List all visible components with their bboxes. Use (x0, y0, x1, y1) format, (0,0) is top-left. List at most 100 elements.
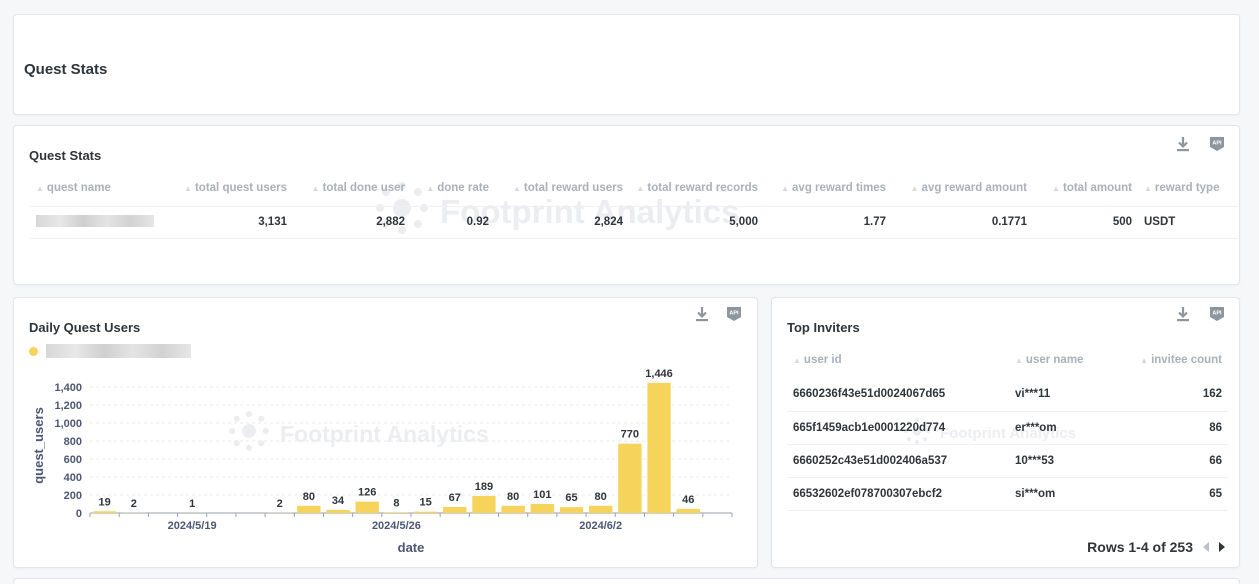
col-header[interactable]: ▲ avg reward amount (910, 181, 1027, 194)
table-cell: 2,882 (293, 205, 411, 239)
top-inviters-title: Top Inviters (787, 320, 860, 335)
y-tick-label: 1,200 (54, 400, 82, 412)
header-card: Quest Stats (13, 14, 1240, 115)
bar (92, 511, 117, 513)
table-cell: USDT (1138, 205, 1238, 239)
download-icon[interactable] (1174, 135, 1192, 153)
data-label: 8 (393, 497, 399, 509)
invitee-count-cell: 162 (1121, 378, 1228, 412)
table-cell: 5,000 (629, 205, 764, 239)
api-icon[interactable]: API (1208, 135, 1226, 153)
top-inviters-table: ▲ user id ▲ user name ▲ invitee count 66602… (787, 342, 1228, 511)
data-label: 15 (419, 497, 431, 509)
svg-text:API: API (1212, 141, 1222, 147)
svg-text:API: API (1212, 311, 1222, 317)
bar (413, 511, 438, 513)
invitee-count-cell: 66 (1121, 444, 1228, 478)
table-cell: 3,131 (175, 205, 293, 239)
bar (384, 512, 409, 513)
bar (326, 509, 350, 513)
bar (530, 503, 554, 513)
redacted-text (36, 214, 154, 227)
y-tick-label: 800 (64, 436, 82, 448)
user-id-cell: 66532602ef078700307ebcf2 (787, 477, 1009, 511)
next-card-edge (13, 578, 1240, 584)
download-icon[interactable] (693, 305, 711, 323)
data-label: 2 (131, 498, 137, 510)
chart-legend (29, 344, 191, 358)
bar (618, 443, 642, 513)
col-header[interactable]: ▲ done rate (426, 181, 489, 194)
y-axis-label: quest_users (31, 407, 46, 484)
table-cell: 2,824 (495, 205, 629, 239)
data-label: 67 (449, 492, 461, 504)
table-cell: 1.77 (764, 205, 892, 239)
data-label: 19 (98, 496, 110, 508)
redacted-text (46, 344, 191, 358)
user-name-cell: si***om (1009, 477, 1121, 511)
y-tick-label: 0 (76, 508, 82, 520)
table-row: 6660236f43e51d0024067d65 vi***11 162 (787, 378, 1228, 412)
y-tick-label: 600 (64, 454, 82, 466)
data-label: 126 (358, 487, 376, 499)
bar (647, 382, 671, 513)
col-header[interactable]: ▲ total quest users (184, 181, 287, 194)
pagination: Rows 1-4 of 253 (1087, 539, 1225, 555)
chart-title: Daily Quest Users (29, 320, 141, 335)
bar (676, 508, 700, 513)
top-inviters-card: Top Inviters API Footprint Analytics ▲ us… (771, 297, 1240, 568)
col-header[interactable]: ▲ total reward users (513, 181, 623, 194)
bar (559, 507, 584, 513)
table-row: 3,131 2,882 0.92 2,824 5,000 1.77 0.1771… (30, 205, 1238, 239)
data-label: 2 (277, 498, 283, 510)
x-tick-label: 2024/5/26 (372, 520, 421, 532)
col-header[interactable]: ▲ total done user (311, 181, 405, 194)
x-axis-label: date (398, 540, 425, 555)
col-header[interactable]: ▲ invitee count (1140, 354, 1222, 366)
y-tick-label: 1,000 (54, 418, 82, 430)
bar-chart: 0 200 400 600 800 1,000 1,200 1,400 19 2 1 2 80 34 126… (31, 368, 733, 555)
bar (501, 505, 525, 513)
api-icon[interactable]: API (725, 305, 743, 323)
daily-quest-users-card: Daily Quest Users API Footprint Analytic… (13, 297, 758, 568)
legend-swatch (29, 346, 38, 356)
page-title: Quest Stats (24, 61, 108, 78)
next-page-icon[interactable] (1219, 542, 1225, 552)
download-icon[interactable] (1174, 305, 1192, 323)
data-label: 189 (475, 481, 493, 493)
bar (355, 501, 379, 513)
data-label: 65 (565, 492, 577, 504)
col-header[interactable]: ▲ user id (793, 354, 842, 366)
bar (297, 505, 321, 513)
bar (443, 506, 467, 513)
data-label: 80 (595, 491, 607, 503)
col-header[interactable]: ▲ total amount (1052, 181, 1132, 194)
prev-page-icon[interactable] (1203, 542, 1209, 552)
bar (589, 505, 613, 513)
table-row: 66532602ef078700307ebcf2 si***om 65 (787, 477, 1228, 511)
y-tick-label: 200 (64, 490, 82, 502)
user-name-cell: vi***11 (1009, 378, 1121, 412)
data-label: 1 (189, 498, 195, 510)
col-header[interactable]: ▲ total reward records (636, 181, 759, 194)
quest-stats-table: ▲ quest name ▲ total quest users ▲ total do… (30, 170, 1238, 239)
col-header[interactable]: ▲ user name (1015, 354, 1084, 366)
table-cell: 0.92 (411, 205, 495, 239)
col-header[interactable]: ▲ avg reward times (781, 181, 886, 194)
pagination-label: Rows 1-4 of 253 (1087, 539, 1193, 555)
x-tick-label: 2024/6/2 (579, 520, 622, 532)
col-header[interactable]: ▲ reward type (1144, 181, 1220, 194)
user-id-cell: 665f1459acb1e0001220d774 (787, 411, 1009, 445)
table-row: 6660252c43e51d002406a537 10***53 66 (787, 444, 1228, 478)
y-tick-label: 1,400 (54, 382, 82, 394)
y-tick-label: 400 (64, 472, 82, 484)
data-label: 1,446 (645, 368, 673, 380)
x-tick-label: 2024/5/19 (168, 520, 217, 532)
api-icon[interactable]: API (1208, 305, 1226, 323)
col-header[interactable]: ▲ quest name (36, 181, 111, 194)
invitee-count-cell: 86 (1121, 411, 1228, 445)
table-row: 665f1459acb1e0001220d774 er***om 86 (787, 411, 1228, 445)
user-id-cell: 6660252c43e51d002406a537 (787, 444, 1009, 478)
data-label: 80 (507, 491, 519, 503)
user-id-cell: 6660236f43e51d0024067d65 (787, 378, 1009, 412)
